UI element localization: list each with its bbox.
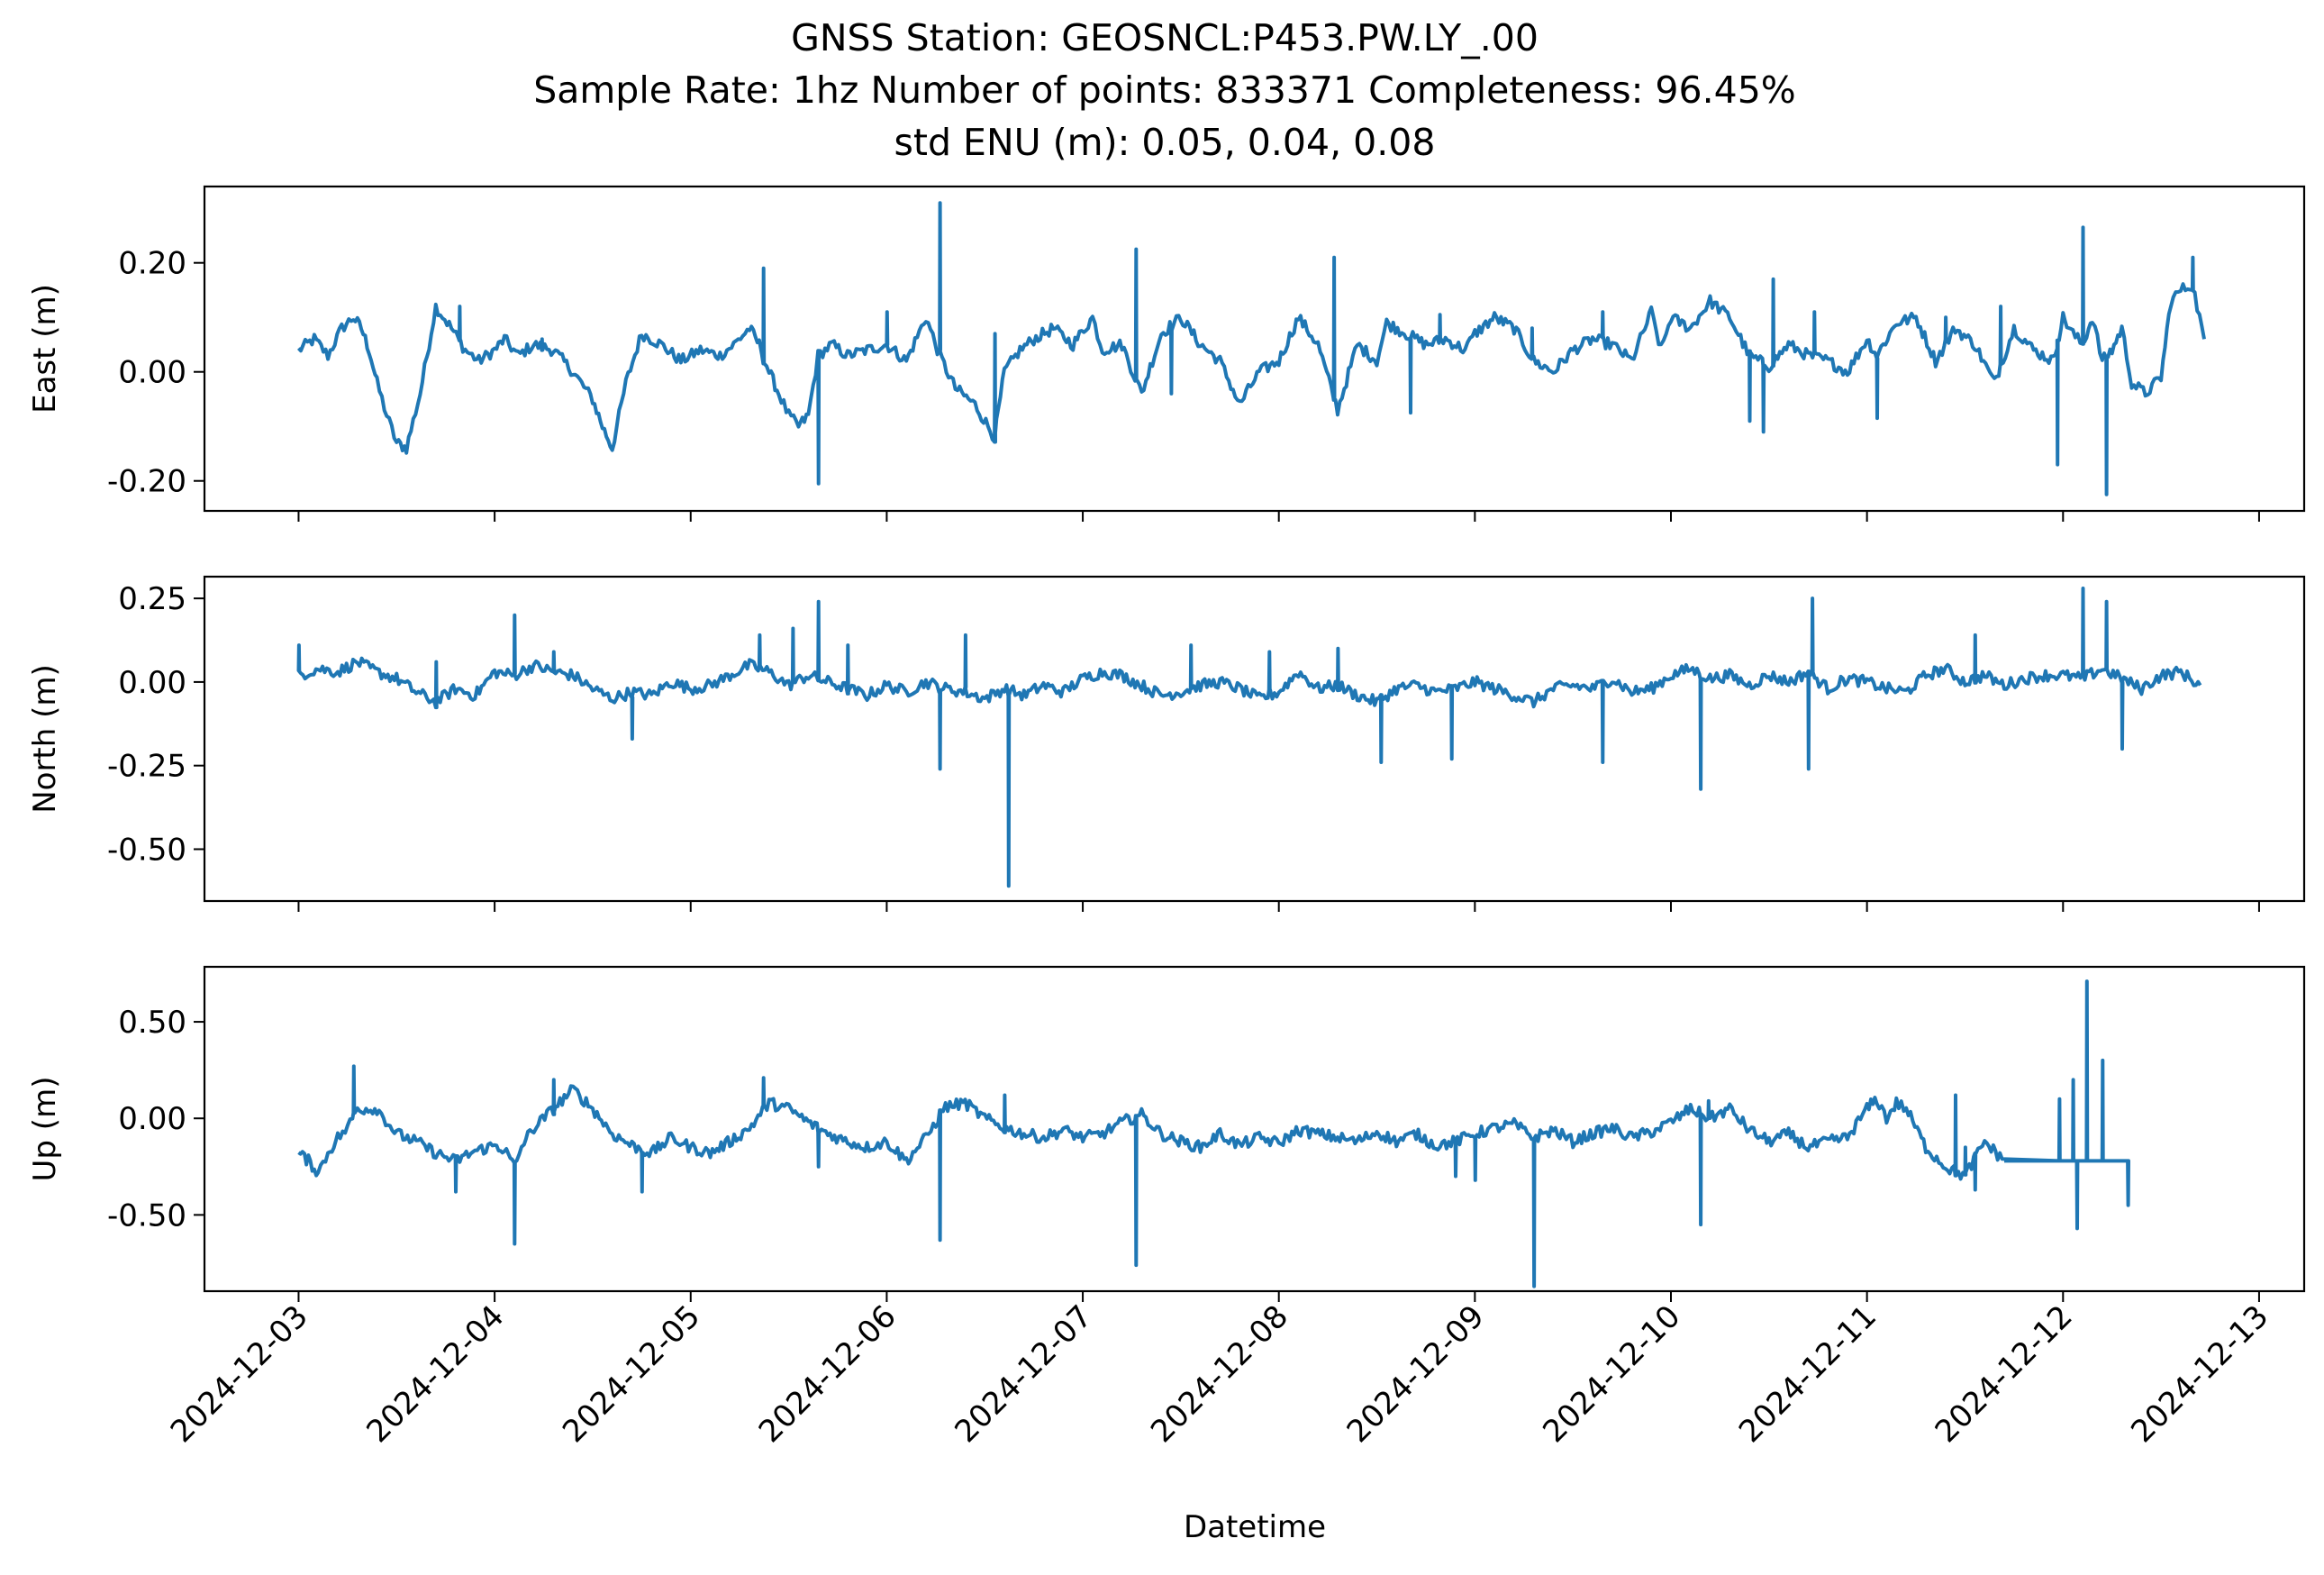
x-axis-label: Datetime xyxy=(1184,1509,1326,1545)
y-tick-label: -0.25 xyxy=(107,749,186,785)
figure-title: GNSS Station: GEOSNCL:P453.PW.LY_.00 Sam… xyxy=(533,16,1796,164)
y-axis-label: East (m) xyxy=(27,284,63,414)
panel-up: -0.50 0.00 0.50 Up (m) xyxy=(27,965,2306,1302)
y-tick-label: 0.00 xyxy=(118,665,186,701)
panel-east: -0.20 0.00 0.20 East (m) xyxy=(27,185,2306,522)
y-tick-label: 0.25 xyxy=(118,581,186,617)
y-tick-label: 0.20 xyxy=(118,246,186,282)
panel-north: -0.50 -0.25 0.00 0.25 North (m) xyxy=(27,575,2306,912)
y-tick-label: -0.50 xyxy=(107,1197,186,1234)
series-line-east xyxy=(297,201,2206,496)
y-tick-label: 0.00 xyxy=(118,355,186,391)
series-line-north xyxy=(296,587,2202,888)
axes-frame xyxy=(203,965,2306,1293)
y-axis-label: Up (m) xyxy=(27,1077,63,1182)
axes-frame xyxy=(203,185,2306,513)
y-tick-label: 0.00 xyxy=(118,1101,186,1137)
series-line-up xyxy=(297,979,2130,1288)
y-tick-label: 0.50 xyxy=(118,1005,186,1041)
y-axis-label: North (m) xyxy=(27,664,63,814)
title-line-std-enu: std ENU (m): 0.05, 0.04, 0.08 xyxy=(894,121,1436,164)
y-tick-label: -0.20 xyxy=(107,464,186,500)
y-tick-label: -0.50 xyxy=(107,832,186,868)
title-line-sample-rate: Sample Rate: 1hz Number of points: 83337… xyxy=(533,68,1796,112)
title-line-station: GNSS Station: GEOSNCL:P453.PW.LY_.00 xyxy=(791,16,1539,59)
axes-frame xyxy=(203,575,2306,903)
